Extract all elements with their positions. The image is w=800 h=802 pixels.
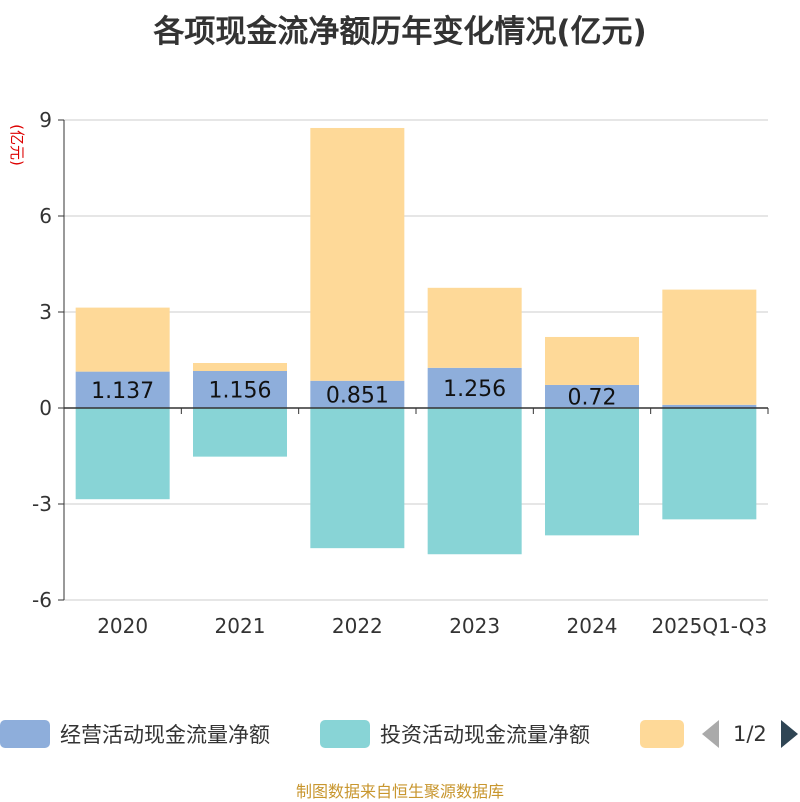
legend-next-page-icon[interactable]: [780, 720, 798, 748]
legend-swatch-financing: [640, 720, 684, 748]
x-tick-label: 2022: [332, 614, 383, 638]
legend-item-operating[interactable]: 经营活动现金流量净额: [0, 714, 270, 754]
bar-investing-2024[interactable]: [545, 408, 639, 536]
legend-label-operating: 经营活动现金流量净额: [60, 723, 270, 747]
legend-swatch-investing: [320, 720, 370, 748]
y-tick-label: 3: [39, 300, 52, 324]
bar-operating-2021[interactable]: [193, 371, 287, 408]
bar-financing-2020[interactable]: [75, 307, 170, 372]
y-tick-label: 0: [39, 396, 52, 420]
y-tick-label: -3: [32, 492, 52, 516]
data-source-note: 制图数据来自恒生聚源数据库: [295, 782, 504, 801]
bar-financing-2025Q1-Q3[interactable]: [662, 289, 757, 405]
data-label: 0.72: [568, 385, 617, 410]
x-tick-label: 2025Q1-Q3: [651, 614, 767, 638]
bar-operating-2023[interactable]: [427, 367, 522, 408]
bar-investing-2022[interactable]: [310, 408, 405, 549]
y-axis-label: (亿元): [8, 124, 26, 166]
legend-swatch-operating: [0, 720, 50, 748]
bar-financing-2023[interactable]: [427, 287, 522, 368]
bar-operating-2025Q1-Q3[interactable]: [662, 404, 757, 408]
y-tick-label: 6: [39, 204, 52, 228]
bar-operating-2022[interactable]: [310, 380, 405, 408]
x-tick-label: 2021: [215, 614, 266, 638]
legend-item-financing[interactable]: [640, 714, 684, 754]
y-tick-label: 9: [39, 108, 52, 132]
x-tick-label: 2023: [449, 614, 500, 638]
bar-operating-2020[interactable]: [75, 371, 170, 408]
data-label: 0.851: [326, 383, 389, 408]
bar-financing-2024[interactable]: [545, 336, 639, 385]
bar-investing-2020[interactable]: [75, 408, 170, 500]
data-label: 1.137: [91, 379, 154, 404]
chart-title: 各项现金流净额历年变化情况(亿元): [153, 14, 647, 50]
bar-investing-2021[interactable]: [193, 408, 287, 457]
bar-operating-2024[interactable]: [545, 384, 639, 408]
legend-prev-page-icon[interactable]: [702, 720, 719, 748]
data-label: 1.256: [443, 377, 506, 402]
bar-investing-2025Q1-Q3[interactable]: [662, 408, 757, 520]
bar-investing-2023[interactable]: [427, 408, 522, 555]
chart-canvas: -6 -3 0 3 6 9 2020 2021 2022 2023 2024 2025Q1-Q3 1.…: [8, 108, 769, 638]
y-tick-label: -6: [32, 588, 52, 612]
bar-financing-2021[interactable]: [193, 363, 287, 372]
legend-page-indicator: 1/2: [733, 722, 767, 746]
legend-label-investing: 投资活动现金流量净额: [380, 723, 590, 747]
legend-item-investing[interactable]: 投资活动现金流量净额: [320, 714, 590, 754]
bar-financing-2022[interactable]: [310, 127, 405, 381]
legend-pager: 1/2: [702, 714, 798, 754]
x-tick-label: 2020: [97, 614, 148, 638]
data-label: 1.156: [209, 379, 272, 404]
x-tick-label: 2024: [567, 614, 618, 638]
legend: 经营活动现金流量净额 投资活动现金流量净额 1/2: [0, 714, 800, 754]
